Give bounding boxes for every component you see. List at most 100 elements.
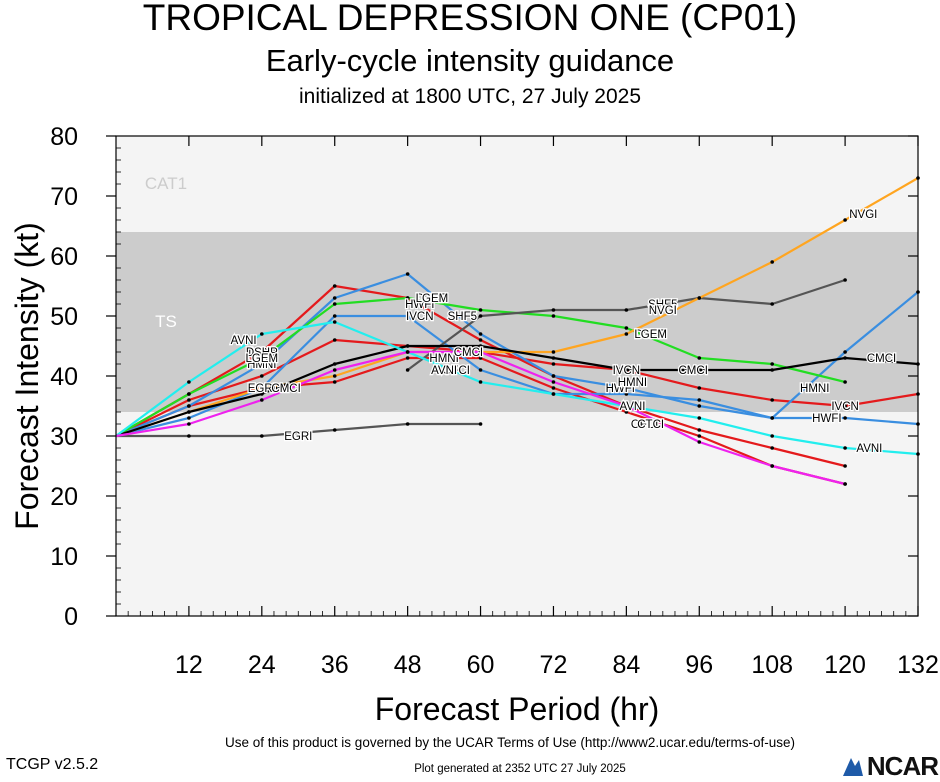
data-point-shf5 [843, 278, 847, 282]
series-label-cmci: CMCI [867, 353, 896, 365]
data-point-egri [478, 422, 483, 426]
data-point-dshp [405, 356, 410, 360]
data-point-cmci [697, 368, 702, 372]
data-point-ctci [697, 440, 702, 444]
band-label-cat1: CAT1 [145, 174, 187, 193]
data-point-ctci [843, 482, 847, 486]
ncar-logo: NCAR [841, 751, 939, 781]
data-point-egri [260, 434, 264, 438]
series-labels: OFCIOFCIIVCNIVCNIVCNIVCNDSHPDSHPDSHPHWFI… [229, 208, 897, 457]
data-point-lgem [260, 356, 264, 360]
series-line-hwfi [115, 272, 919, 438]
data-point-dshp [332, 380, 337, 384]
series-label-hmni: HMNI [247, 359, 276, 371]
data-point-hmni [843, 416, 847, 420]
data-point-hmni [478, 368, 483, 372]
x-tick-label: 96 [685, 651, 713, 679]
data-point-ivcn [770, 398, 774, 402]
data-point-hmni [770, 416, 774, 420]
data-point-hwfi [187, 404, 191, 408]
data-point-hwfi [843, 350, 847, 354]
data-point-cmci [551, 356, 556, 360]
series-line-ivcn [115, 338, 919, 437]
data-point-cmci [260, 392, 264, 396]
data-point-ctci [770, 464, 774, 468]
data-point-lgem [843, 380, 847, 384]
data-point-hmni [405, 314, 410, 318]
series-label-ctci: CTCI [637, 419, 664, 431]
series-label-hmni: HMNI [618, 377, 647, 389]
x-tick-label: 48 [394, 651, 422, 679]
series-label-egri: EGRI [248, 383, 276, 395]
data-point-hwfi [624, 386, 629, 390]
y-tick-label: 20 [50, 483, 78, 511]
data-point-shf5 [478, 314, 483, 318]
data-point-egri [187, 434, 191, 438]
data-point-egri [332, 428, 337, 432]
series-label-avni: AVNI [619, 401, 645, 413]
series-label-cmci: CMCI [271, 383, 300, 395]
data-point-hwfi [697, 404, 702, 408]
x-tick-label: 84 [612, 651, 640, 679]
series-label-avni: AVNI [856, 443, 882, 455]
data-point-cmci [187, 410, 191, 414]
data-point-lgem [478, 308, 483, 312]
series-label-hwfi: HWFI [812, 413, 841, 425]
data-point-avni [843, 446, 847, 450]
ncar-logo-mark-icon [842, 758, 863, 776]
data-point-nvgi [843, 218, 847, 222]
data-point-avni [187, 380, 191, 384]
data-point-ofci [770, 446, 774, 450]
data-point-nvgi [260, 386, 264, 390]
series-label-dshp: DSHP [416, 293, 448, 305]
data-point-nvgi [770, 260, 774, 264]
data-point-lgem [551, 314, 556, 318]
series-label-ivcn: IVCN [831, 401, 858, 413]
generated-time: Plot generated at 2352 UTC 27 July 2025 [414, 763, 626, 775]
data-point-avni [551, 392, 556, 396]
data-point-lgem [187, 392, 191, 396]
data-point-hwfi [551, 374, 556, 378]
series-label-egri: EGRI [284, 431, 312, 443]
series-label-lgem: LGEM [246, 353, 279, 365]
y-tick-label: 0 [64, 603, 78, 631]
y-tick-label: 70 [50, 183, 78, 211]
data-point-hwfi [260, 362, 264, 366]
x-tick-label: 72 [540, 651, 568, 679]
series-points [187, 176, 920, 486]
y-tick-label: 30 [50, 423, 78, 451]
data-point-avni [478, 380, 483, 384]
x-axis-label: Forecast Period (hr) [375, 691, 660, 727]
data-point-ctci [260, 398, 264, 402]
data-point-cmci [405, 344, 410, 348]
data-point-nvgi [697, 296, 702, 300]
x-tick-label: 132 [897, 651, 939, 679]
series-line-cmci [115, 344, 919, 438]
data-point-hmni [332, 314, 337, 318]
band-cat1 [116, 136, 918, 232]
data-point-ofci [697, 428, 702, 432]
data-point-cmci [332, 362, 337, 366]
data-point-lgem [332, 302, 337, 306]
data-point-lgem [697, 356, 702, 360]
data-point-ivcn [187, 398, 191, 402]
series-label-cmci: CMCI [679, 365, 708, 377]
data-point-hmni [624, 392, 629, 396]
x-tick-label: 108 [751, 651, 793, 679]
data-point-dshp [697, 434, 702, 438]
series-label-ivcn: IVCN [613, 365, 640, 377]
data-point-lgem [405, 296, 410, 300]
data-point-ivcn [843, 404, 847, 408]
data-point-ctci [551, 380, 556, 384]
data-point-avni [770, 434, 774, 438]
y-tick-label: 60 [50, 243, 78, 271]
data-point-ofci [332, 284, 337, 288]
series-label-shf5: SHF5 [648, 299, 677, 311]
data-point-cmci [843, 356, 847, 360]
data-point-ivcn [260, 374, 264, 378]
y-tick-label: 10 [50, 543, 78, 571]
series-label-ivcn: IVCN [406, 311, 433, 323]
data-point-hmni [697, 398, 702, 402]
series-label-ofci: OFCI [443, 365, 470, 377]
